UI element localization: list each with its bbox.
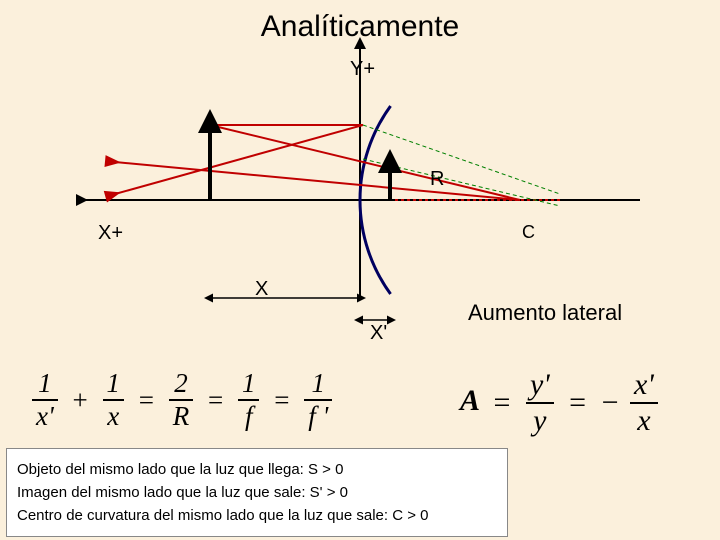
fl-d5: f ' [304, 401, 332, 432]
fl-op4: = [268, 385, 295, 416]
label-aumento: Aumento lateral [468, 300, 622, 326]
label-x-prime: X' [370, 322, 387, 345]
fr-eq2: = [563, 386, 592, 420]
note-line-2: Imagen del mismo lado que la luz que sal… [17, 484, 497, 501]
fl-d1: x' [32, 401, 58, 432]
fl-d3: R [169, 401, 194, 432]
note-line-3: Centro de curvatura del mismo lado que l… [17, 507, 497, 524]
label-r: R [430, 168, 444, 191]
fl-op1: + [67, 385, 94, 416]
label-x-plus: X+ [98, 222, 123, 245]
label-x: X [255, 278, 268, 301]
fr-d2: x [630, 404, 658, 438]
fr-eq1: = [488, 386, 517, 420]
fl-n4: 1 [238, 368, 260, 401]
fl-n2: 1 [103, 368, 125, 401]
magnification-equation: A = y'y = − x'x [460, 368, 660, 438]
mirror-equation: 1x' + 1x = 2R = 1f = 1f ' [30, 368, 334, 432]
fl-n3: 2 [169, 368, 194, 401]
fr-n1: y' [526, 368, 554, 404]
fl-op2: = [133, 385, 160, 416]
label-c: C [522, 222, 535, 243]
fr-neg: − [600, 386, 621, 420]
fr-A: A [460, 384, 480, 417]
fr-d1: y [526, 404, 554, 438]
fl-d4: f [238, 401, 260, 432]
fl-d2: x [103, 401, 125, 432]
sign-convention-box: Objeto del mismo lado que la luz que lle… [6, 448, 508, 537]
fl-n1: 1 [32, 368, 58, 401]
label-y-plus: Y+ [350, 58, 375, 81]
fr-n2: x' [630, 368, 658, 404]
fl-op3: = [202, 385, 229, 416]
fl-n5: 1 [304, 368, 332, 401]
note-line-1: Objeto del mismo lado que la luz que lle… [17, 461, 497, 478]
